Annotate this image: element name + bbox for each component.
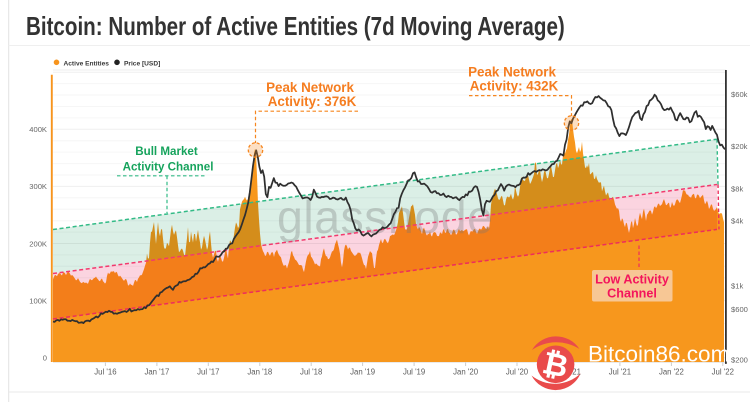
- svg-text:$20k: $20k: [731, 142, 748, 151]
- svg-text:Activity: 376K: Activity: 376K: [268, 94, 357, 109]
- svg-text:Jul '18: Jul '18: [300, 368, 322, 377]
- svg-text:Jul '22: Jul '22: [712, 368, 734, 377]
- svg-text:Jan '18: Jan '18: [247, 368, 272, 377]
- svg-text:Activity Channel: Activity Channel: [123, 161, 214, 174]
- svg-text:Jan '17: Jan '17: [144, 368, 169, 377]
- svg-text:Bull Market: Bull Market: [135, 145, 198, 158]
- svg-text:Jul '19: Jul '19: [403, 368, 425, 377]
- svg-text:Bitcoin: Number of Active Enti: Bitcoin: Number of Active Entities (7d M…: [26, 12, 565, 41]
- svg-text:400K: 400K: [29, 125, 47, 134]
- svg-text:$200: $200: [731, 355, 748, 364]
- svg-text:Peak Network: Peak Network: [468, 64, 556, 79]
- svg-text:Bitcoin86.com: Bitcoin86.com: [588, 342, 729, 367]
- svg-text:Peak Network: Peak Network: [266, 80, 354, 95]
- svg-text:100K: 100K: [29, 296, 47, 305]
- svg-text:$60k: $60k: [731, 90, 748, 99]
- svg-text:$4k: $4k: [731, 217, 743, 226]
- svg-text:0: 0: [43, 354, 47, 363]
- svg-text:Price [USD]: Price [USD]: [124, 60, 160, 67]
- svg-text:Low Activity: Low Activity: [595, 272, 669, 286]
- svg-text:glassnode: glassnode: [277, 191, 494, 243]
- svg-text:Jul '16: Jul '16: [94, 368, 116, 377]
- svg-text:Jul '21: Jul '21: [609, 368, 631, 377]
- svg-text:$600: $600: [731, 305, 748, 314]
- svg-text:200K: 200K: [29, 239, 47, 248]
- svg-text:Active Entities: Active Entities: [64, 60, 110, 67]
- svg-text:Channel: Channel: [607, 286, 657, 300]
- svg-text:Jan '19: Jan '19: [350, 368, 375, 377]
- svg-text:$8k: $8k: [731, 184, 743, 193]
- svg-text:Activity: 432K: Activity: 432K: [470, 79, 559, 94]
- svg-text:300K: 300K: [29, 182, 47, 191]
- svg-text:$1k: $1k: [731, 281, 743, 290]
- svg-text:Jul '20: Jul '20: [506, 368, 529, 377]
- svg-text:Jul '17: Jul '17: [197, 368, 219, 377]
- svg-text:Jan '20: Jan '20: [453, 368, 479, 377]
- svg-text:Jan '22: Jan '22: [659, 368, 684, 377]
